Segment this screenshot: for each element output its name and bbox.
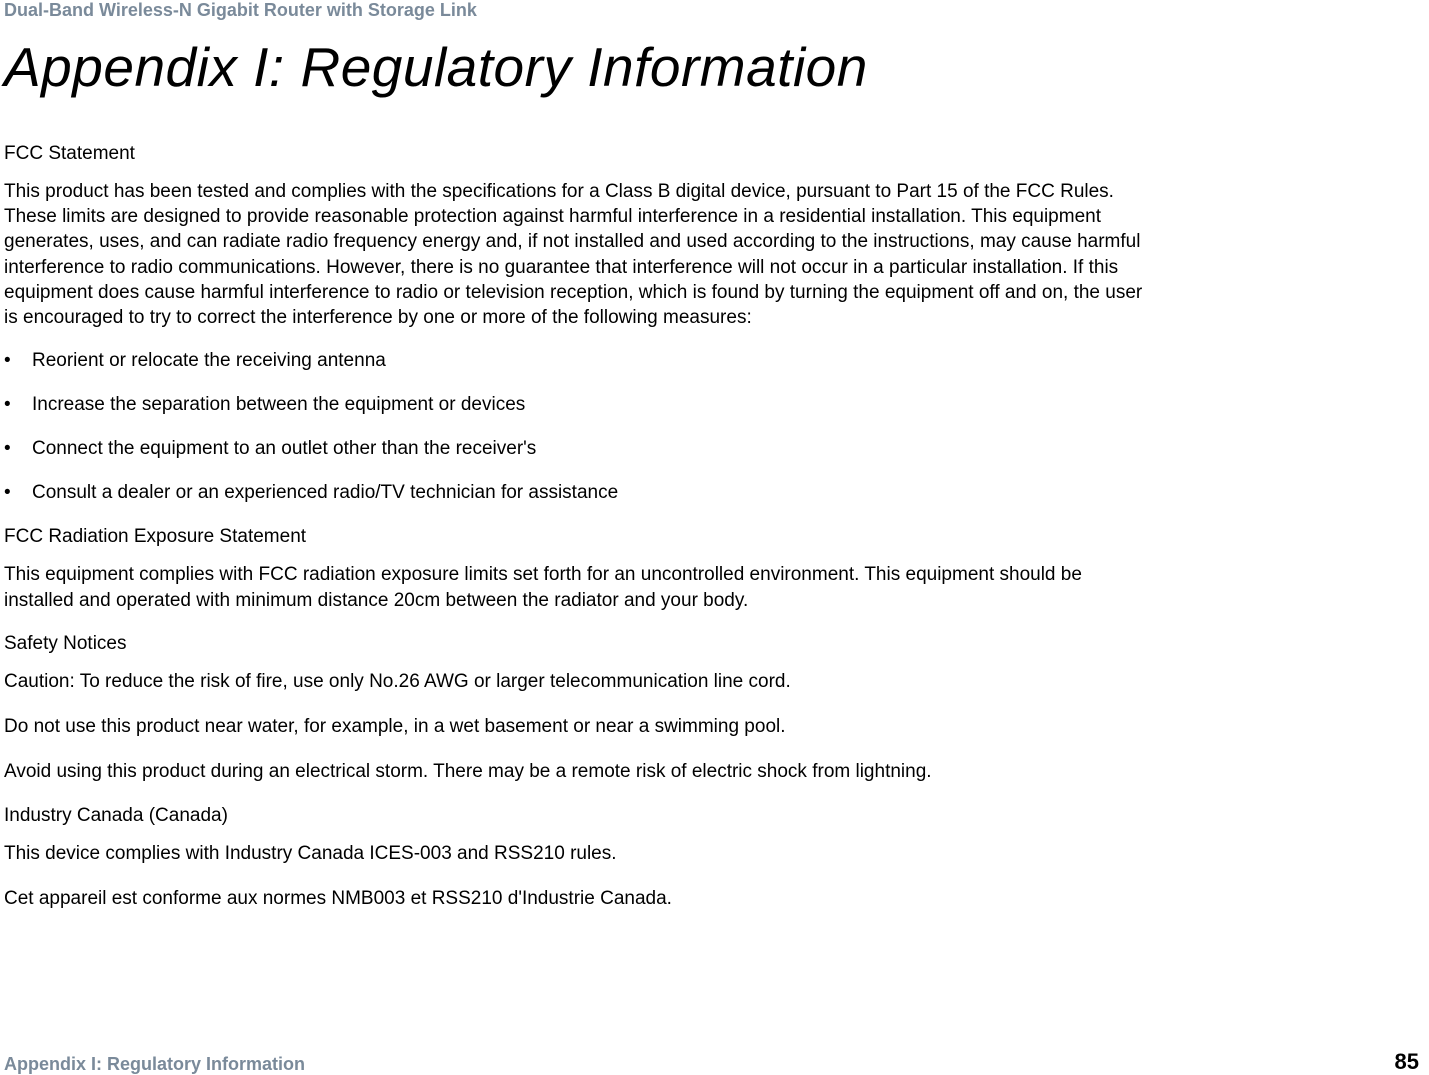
product-header: Dual-Band Wireless-N Gigabit Router with… [4, 0, 1429, 21]
safety-p1: Caution: To reduce the risk of fire, use… [4, 669, 1144, 694]
bullet-icon: • [4, 438, 32, 460]
bullet-icon: • [4, 394, 32, 416]
bullet-text: Connect the equipment to an outlet other… [32, 438, 1429, 460]
safety-heading: Safety Notices [4, 633, 1429, 655]
radiation-paragraph: This equipment complies with FCC radiati… [4, 562, 1144, 613]
fcc-heading: FCC Statement [4, 143, 1429, 165]
bullet-item: • Consult a dealer or an experienced rad… [4, 482, 1429, 504]
safety-p2: Do not use this product near water, for … [4, 714, 1144, 739]
document-page: Dual-Band Wireless-N Gigabit Router with… [0, 0, 1429, 911]
bullet-item: • Connect the equipment to an outlet oth… [4, 438, 1429, 460]
bullet-text: Consult a dealer or an experienced radio… [32, 482, 1429, 504]
fcc-paragraph: This product has been tested and complie… [4, 179, 1144, 331]
bullet-icon: • [4, 482, 32, 504]
footer-section-label: Appendix I: Regulatory Information [4, 1054, 305, 1075]
bullet-text: Reorient or relocate the receiving anten… [32, 350, 1429, 372]
bullet-text: Increase the separation between the equi… [32, 394, 1429, 416]
page-footer: Appendix I: Regulatory Information 85 [4, 1049, 1419, 1075]
canada-p2: Cet appareil est conforme aux normes NMB… [4, 886, 1144, 911]
canada-p1: This device complies with Industry Canad… [4, 841, 1144, 866]
bullet-item: • Reorient or relocate the receiving ant… [4, 350, 1429, 372]
bullet-icon: • [4, 350, 32, 372]
appendix-title: Appendix I: Regulatory Information [4, 39, 1429, 97]
canada-heading: Industry Canada (Canada) [4, 805, 1429, 827]
safety-p3: Avoid using this product during an elect… [4, 759, 1144, 784]
radiation-heading: FCC Radiation Exposure Statement [4, 526, 1429, 548]
page-number: 85 [1395, 1049, 1419, 1075]
bullet-item: • Increase the separation between the eq… [4, 394, 1429, 416]
